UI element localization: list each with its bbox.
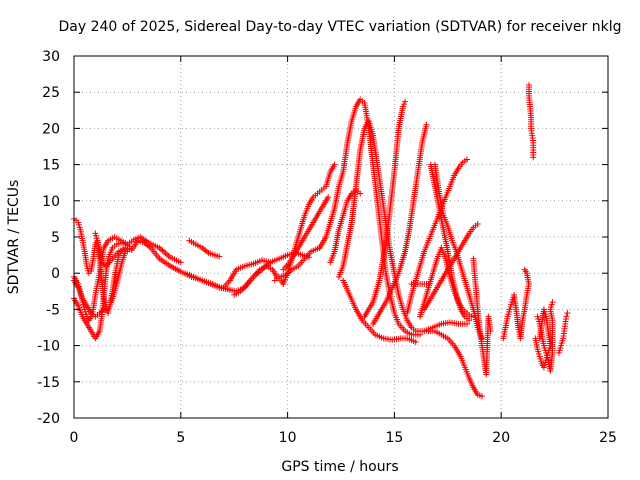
data-point bbox=[563, 313, 570, 320]
series-arc15 bbox=[327, 186, 364, 266]
x-axis-title: GPS time / hours bbox=[281, 459, 398, 475]
y-tick-label: 15 bbox=[42, 158, 60, 174]
series-arc25 bbox=[431, 161, 485, 342]
data-point bbox=[464, 156, 471, 163]
y-tick-label: 10 bbox=[42, 194, 60, 210]
grid bbox=[74, 56, 608, 418]
series-arc16 bbox=[340, 277, 419, 345]
series-arc18 bbox=[370, 121, 430, 327]
x-tick-label: 0 bbox=[70, 430, 79, 446]
series-arc05 bbox=[92, 230, 112, 317]
data-point bbox=[478, 393, 485, 400]
series-arc26 bbox=[470, 255, 494, 378]
series-arc06 bbox=[107, 246, 131, 306]
y-tick-label: 5 bbox=[51, 230, 60, 246]
x-tick-label: 5 bbox=[176, 430, 185, 446]
data-point bbox=[521, 266, 528, 273]
data-point bbox=[412, 338, 419, 345]
chart-title: Day 240 of 2025, Sidereal Day-to-day VTE… bbox=[59, 19, 622, 35]
data-point bbox=[325, 194, 332, 201]
data-point bbox=[124, 248, 131, 255]
data-point bbox=[267, 259, 274, 266]
data-point bbox=[216, 253, 223, 260]
data-point bbox=[357, 190, 364, 197]
series-arc12 bbox=[280, 194, 332, 273]
series-arc17 bbox=[361, 98, 409, 320]
data-point bbox=[126, 243, 133, 250]
data-point bbox=[536, 335, 543, 342]
data-point bbox=[464, 320, 471, 327]
data-point bbox=[564, 310, 571, 317]
y-tick-label: -15 bbox=[37, 375, 60, 391]
data-point bbox=[530, 154, 537, 161]
y-tick-label: -20 bbox=[37, 411, 60, 427]
series-arc30 bbox=[534, 299, 556, 374]
y-tick-label: 25 bbox=[42, 85, 60, 101]
data-point bbox=[417, 331, 424, 338]
data-point bbox=[399, 103, 406, 110]
data-point bbox=[474, 220, 481, 227]
series-arc31 bbox=[555, 310, 571, 356]
tick-labels: 0 5 10 15 20 25 -20 -15 -10 -5 0 5 10 15 20 25 30 bbox=[37, 49, 617, 446]
series-arc11 bbox=[271, 244, 323, 284]
series-arc07 bbox=[186, 237, 223, 260]
y-tick-label: 20 bbox=[42, 121, 60, 137]
data-point bbox=[331, 161, 338, 168]
y-tick-label: 0 bbox=[51, 266, 60, 282]
x-tick-label: 25 bbox=[599, 430, 617, 446]
data-point bbox=[549, 299, 556, 306]
y-tick-label: -5 bbox=[46, 302, 60, 318]
ticks bbox=[73, 55, 609, 419]
series-arc24 bbox=[425, 328, 485, 400]
y-axis-title: SDTVAR / TECUs bbox=[6, 180, 22, 295]
series-arc14 bbox=[316, 96, 424, 338]
data-point bbox=[487, 328, 494, 335]
series-arc20 bbox=[408, 281, 432, 288]
series-arc27 bbox=[500, 266, 532, 342]
x-tick-label: 10 bbox=[279, 430, 297, 446]
y-tick-label: 30 bbox=[42, 49, 60, 65]
data-points bbox=[71, 81, 571, 400]
series-arc28 bbox=[525, 81, 537, 161]
data-point bbox=[423, 121, 430, 128]
data-point bbox=[478, 335, 485, 342]
x-tick-label: 20 bbox=[492, 430, 510, 446]
data-point bbox=[401, 101, 408, 108]
data-point bbox=[105, 310, 112, 317]
data-point bbox=[468, 313, 475, 320]
data-point bbox=[177, 259, 184, 266]
x-tick-label: 15 bbox=[385, 430, 403, 446]
y-tick-label: -10 bbox=[37, 339, 60, 355]
data-point bbox=[402, 98, 409, 105]
series-arc09 bbox=[220, 257, 274, 291]
data-point bbox=[466, 317, 473, 324]
